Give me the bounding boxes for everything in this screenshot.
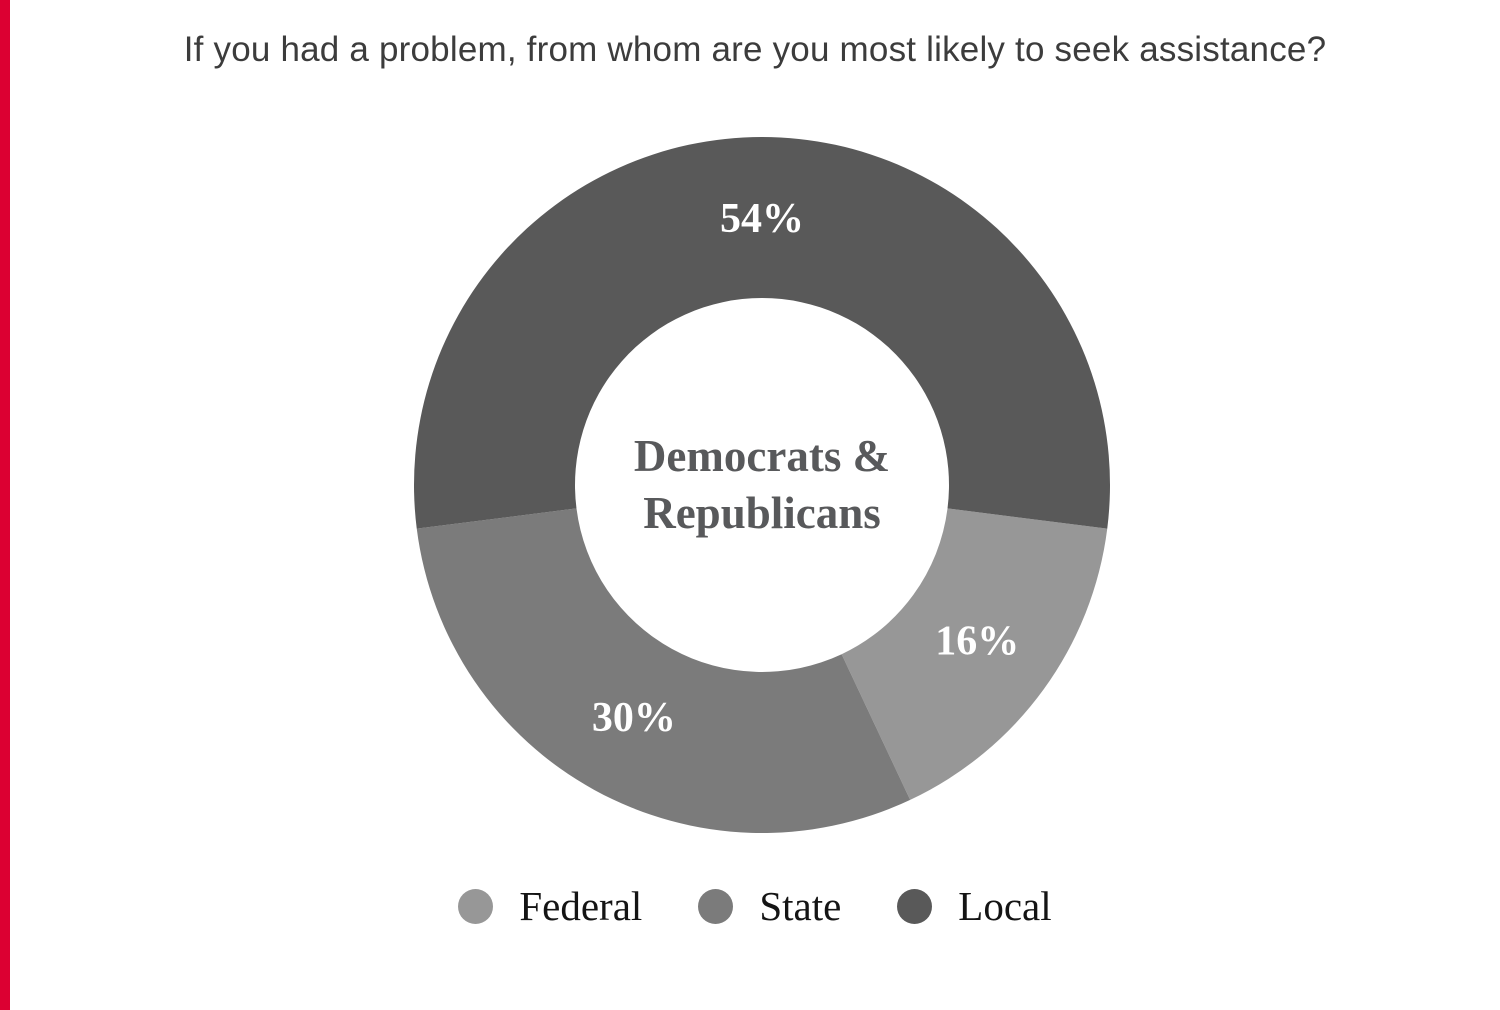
donut-svg: 16% 30% 54% [414, 137, 1110, 833]
left-accent-bar [0, 0, 10, 1010]
donut-chart: 16% 30% 54% Democrats & Republicans [414, 137, 1110, 833]
legend-dot-local [897, 889, 933, 924]
legend-label-local: Local [958, 883, 1052, 929]
chart-legend: Federal State Local [10, 886, 1500, 927]
slice-value-label-local: 54% [720, 196, 804, 242]
center-label-line1: Democrats & [633, 431, 891, 481]
legend-label-federal: Federal [519, 883, 643, 929]
slice-value-label-state: 30% [592, 695, 676, 741]
legend-dot-state [698, 889, 734, 924]
legend-item-federal: Federal [458, 886, 642, 927]
legend-item-state: State [698, 886, 841, 927]
slice-value-label-federal: 16% [935, 618, 1019, 664]
chart-title: If you had a problem, from whom are you … [183, 30, 1327, 69]
center-label-line2: Republicans [643, 488, 881, 538]
legend-dot-federal [458, 889, 494, 924]
donut-slice-federal [841, 508, 1108, 800]
legend-label-state: State [759, 883, 842, 929]
donut-center-label: Democrats & Republicans [634, 428, 890, 542]
donut-slice-local [414, 137, 1110, 529]
legend-item-local: Local [897, 883, 1052, 929]
donut-slice-state [416, 508, 911, 833]
